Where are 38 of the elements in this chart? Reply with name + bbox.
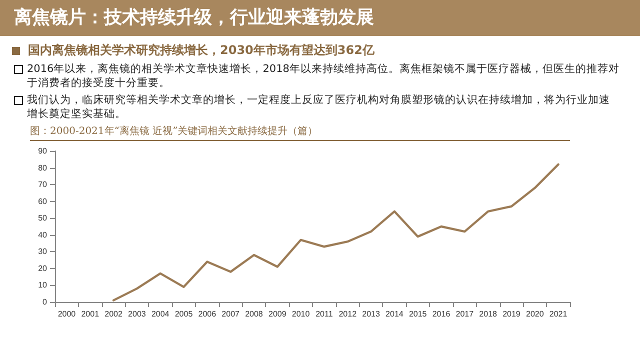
x-tick-label: 2004 <box>151 310 170 318</box>
y-tick-label: 80 <box>38 163 48 172</box>
x-tick-label: 2014 <box>386 310 404 318</box>
y-tick-label: 20 <box>38 264 48 273</box>
x-tick-label: 2016 <box>432 310 451 318</box>
x-tick-label: 2012 <box>338 310 358 318</box>
x-tick-label: 2006 <box>198 310 217 318</box>
text: 我们认为，临床研究等相关学术文章的增长，一定程度上反应了医疗机构对角膜塑形镜的认识在持续增加，将为行业加速增长奠定坚实基础。 <box>27 93 611 121</box>
text: 2016年以来，离焦镜的相关学术文章快速增长，2018年以来持续维持高位。离焦框架镜不属于医疗器械，但医生的推荐对于消费者的接受度十分重要。 <box>27 62 620 90</box>
line-series <box>112 163 560 302</box>
y-tick-label: 70 <box>38 180 48 190</box>
x-tick-label: 2018 <box>479 310 498 318</box>
x-tick-label: 2021 <box>549 310 568 318</box>
x-tick-label: 2010 <box>292 310 310 318</box>
x-tick-label: 2008 <box>245 310 264 318</box>
x-tick-label: 2005 <box>174 310 194 318</box>
y-tick-label: 60 <box>38 196 48 206</box>
y-tick-label: 30 <box>38 247 48 256</box>
x-tick-label: 2015 <box>408 310 428 318</box>
x-tick-label: 2013 <box>362 310 380 318</box>
y-tick-label: 10 <box>38 280 48 290</box>
x-tick-label: 2001 <box>81 310 100 318</box>
x-tick-label: 2009 <box>268 310 287 318</box>
y-tick-label: 40 <box>38 230 48 240</box>
x-tick-label: 2002 <box>104 310 123 318</box>
x-tick-label: 2020 <box>526 310 544 318</box>
x-tick-label: 2003 <box>128 310 146 318</box>
y-tick-label: 50 <box>38 214 48 223</box>
x-tick-label: 2019 <box>502 310 521 318</box>
chart-subtitle: 国内离焦镜相关学术研究持续增长，2030年市场有望达到362亿 <box>28 42 374 59</box>
chart-title: 离焦镜片：技术持续升级，行业迎来蓬勃发展 <box>0 0 640 36</box>
x-tick-label: 2000 <box>58 310 76 318</box>
x-tick-label: 2007 <box>222 310 240 318</box>
text: 图：2000-2021年“离焦镜 近视”关键词相关文献持续提升（篇） <box>30 124 570 141</box>
y-tick-label: 90 <box>38 146 48 156</box>
x-tick-label: 2011 <box>316 310 334 318</box>
x-tick-label: 2017 <box>456 310 474 318</box>
y-tick-label: 0 <box>42 298 48 306</box>
